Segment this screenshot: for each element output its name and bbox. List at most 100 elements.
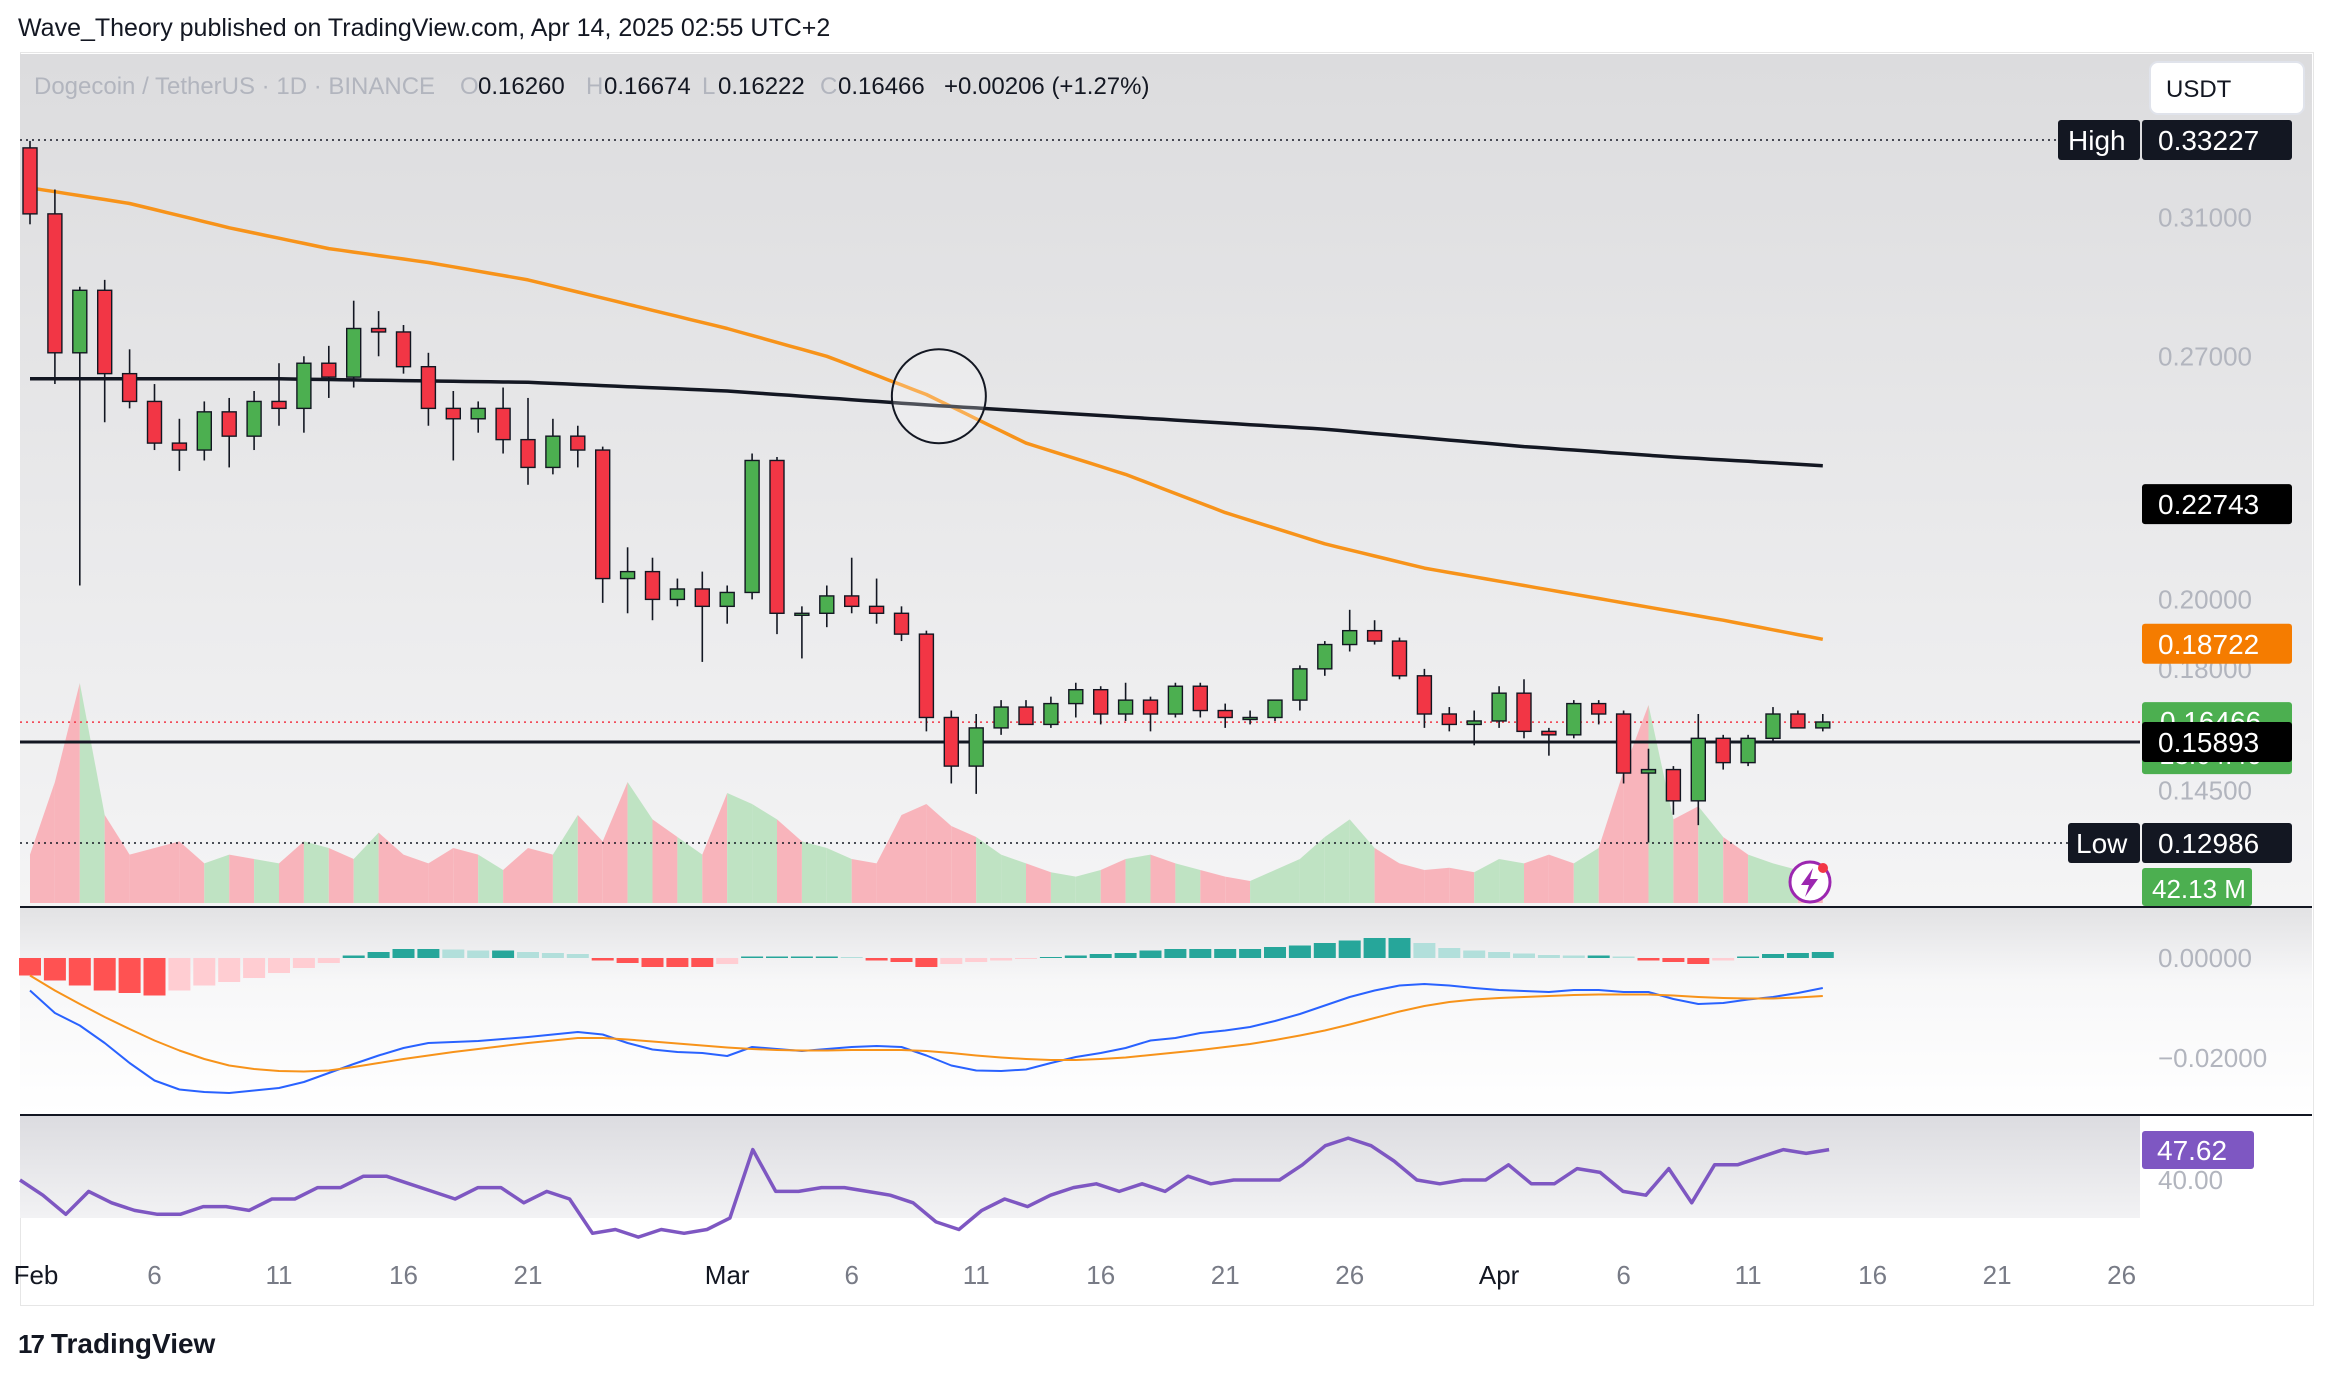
macd-histogram-bar (541, 953, 564, 958)
macd-histogram-bar (143, 958, 166, 996)
candle-body (1217, 709, 1233, 719)
macd-histogram-bar (442, 949, 465, 958)
candle (1765, 707, 1781, 742)
currency-button-label: USDT (2166, 76, 2232, 103)
price-label-box (2142, 120, 2292, 160)
candle (1790, 710, 1806, 729)
candle-body (918, 633, 935, 719)
candle (1167, 682, 1184, 718)
candle (868, 578, 885, 624)
candle (146, 384, 163, 451)
circle-marker-layer (890, 348, 987, 445)
candle (72, 286, 88, 586)
price-tag-label: Low (2076, 828, 2128, 859)
candle (1391, 637, 1408, 680)
volume-area-segment (1250, 870, 1275, 903)
macd-histogram-bar (1264, 947, 1286, 958)
symbol-legend[interactable]: Dogecoin / TetherUS · 1D · BINANCE (34, 73, 435, 100)
macd-histogram-bar (790, 956, 813, 958)
macd-histogram-bar (1089, 954, 1112, 958)
candle-body (1092, 688, 1109, 715)
macd-histogram-bar (1737, 956, 1760, 958)
macd-histogram-bar (990, 958, 1013, 961)
legend-close-value: 0.16466 (838, 73, 925, 100)
time-axis-tick: 21 (1211, 1260, 1240, 1290)
candle (1740, 734, 1756, 767)
volume-area-segment (1598, 771, 1624, 903)
candle (445, 391, 461, 461)
volume-area-segment (129, 848, 155, 903)
macd-histogram-bar (1811, 952, 1834, 958)
macd-histogram-bar (890, 958, 913, 962)
price-label-high: 0.33227 High (2058, 120, 2292, 160)
macd-histogram-bar (741, 956, 764, 958)
volume-area-segment (30, 782, 55, 903)
rsi-band-background (20, 1116, 2140, 1218)
candle-body (296, 362, 312, 410)
currency-button[interactable]: USDT (2149, 61, 2305, 115)
volume-area-segment (1150, 854, 1176, 903)
volume-area-segment (1524, 854, 1549, 903)
macd-histogram-bar (940, 958, 963, 964)
time-axis-tick: 16 (1858, 1260, 1887, 1290)
main-pane-background (20, 54, 2312, 906)
volume-area-segment (1100, 859, 1126, 903)
tradingview-footer[interactable]: 17 TradingView (18, 1328, 215, 1360)
candle (893, 606, 910, 642)
volume-area-segment (1075, 870, 1101, 903)
macd-layer (19, 938, 1834, 1094)
macd-histogram-bar (193, 958, 216, 986)
volume-area-segment (54, 683, 80, 903)
candle-body (968, 727, 984, 767)
volume-area-segment (851, 859, 877, 903)
lightning-alert-icon[interactable] (1788, 860, 1832, 904)
volume-area-segment (328, 848, 354, 903)
candle (1092, 686, 1109, 725)
legend-high-value: 0.16674 (604, 73, 691, 100)
volume-area-segment (1723, 837, 1749, 903)
candle (370, 311, 387, 357)
macd-pane-background (20, 908, 2312, 1114)
time-axis-tick: 6 (147, 1260, 161, 1290)
rsi-label-box (2142, 1131, 2254, 1169)
candle (1341, 609, 1358, 652)
time-axis-tick: 11 (266, 1260, 293, 1290)
candle (1640, 748, 1657, 843)
price-axis-tick: 0.31000 (2158, 202, 2252, 232)
macd-histogram-bar (1214, 949, 1237, 958)
volume-area-segment (478, 854, 504, 903)
volume-area-segment (1673, 806, 1699, 903)
candle (420, 352, 437, 426)
price-label-box (2142, 484, 2292, 525)
candle-body (943, 716, 959, 767)
macd-axis-tick: 0.00000 (2158, 943, 2252, 973)
macd-histogram-bar (1239, 949, 1262, 958)
price-tag-box (2058, 120, 2140, 160)
volume-area-segment (1200, 870, 1226, 903)
macd-histogram-bar (815, 956, 838, 958)
candle (520, 397, 536, 485)
candle (1043, 696, 1059, 728)
volume-area-segment (826, 848, 852, 903)
volume-area-segment (1026, 863, 1051, 903)
candle-body (445, 407, 461, 420)
macd-histogram-bar (1438, 948, 1461, 958)
legend-high-key: H (586, 73, 603, 100)
candle (1665, 766, 1682, 815)
candle (221, 397, 237, 468)
candle-body (893, 612, 910, 635)
candle-body (1117, 699, 1134, 715)
candle-body (744, 459, 760, 594)
price-label-value: 0.22743 (2158, 489, 2259, 520)
volume-area-segment (279, 841, 304, 903)
volume-area-segment (627, 782, 653, 903)
volume-area-segment (876, 815, 902, 903)
candle-body (1615, 713, 1632, 774)
candle (1366, 620, 1383, 645)
volume-area-segment (453, 848, 479, 903)
candle (644, 557, 661, 621)
time-axis-tick: 21 (1983, 1260, 2012, 1290)
volume-area-segment (677, 837, 703, 903)
volume-area-segment (254, 859, 279, 903)
